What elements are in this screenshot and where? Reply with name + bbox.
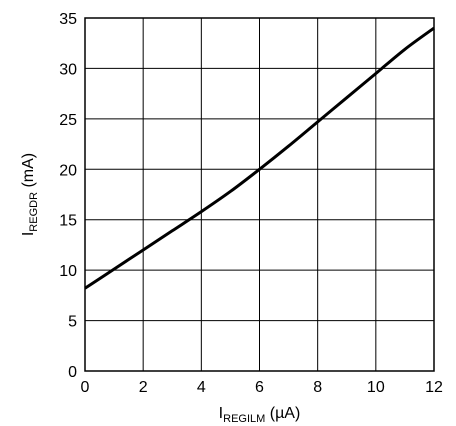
- x-tick-labels: 0 2 4 6 8 10 12: [81, 379, 443, 396]
- x-axis-label: IREGILM (µA): [219, 405, 301, 425]
- y-tick-labels: 0 5 10 15 20 25 30 35: [59, 11, 77, 381]
- x-tick-label: 2: [139, 379, 148, 396]
- x-tick-label: 8: [313, 379, 322, 396]
- x-axis-label-unit: (µA): [265, 405, 300, 422]
- series-layer: [84, 26, 435, 290]
- y-axis-label-sub: REGDR: [28, 192, 40, 232]
- series-line: [84, 26, 435, 290]
- y-tick-label: 20: [59, 162, 77, 179]
- x-axis-label-sub: REGILM: [223, 413, 265, 425]
- y-tick-label: 0: [68, 364, 77, 381]
- y-tick-label: 15: [59, 213, 77, 230]
- plot-frame: [84, 17, 435, 372]
- y-tick-label: 25: [59, 112, 77, 129]
- y-tick-label: 5: [68, 314, 77, 331]
- x-tick-label: 0: [81, 379, 90, 396]
- y-tick-label: 30: [59, 61, 77, 78]
- y-axis-label: IREGDR (mA): [20, 153, 40, 236]
- grid: [84, 17, 435, 372]
- y-tick-label: 35: [59, 11, 77, 28]
- y-axis-label-main: I: [20, 232, 37, 236]
- x-tick-label: 4: [197, 379, 206, 396]
- y-axis-label-unit: (mA): [20, 153, 37, 192]
- x-tick-label: 6: [255, 379, 264, 396]
- x-axis-label-main: I: [219, 405, 223, 422]
- y-tick-label: 10: [59, 263, 77, 280]
- x-tick-label: 12: [425, 379, 443, 396]
- x-tick-label: 10: [367, 379, 385, 396]
